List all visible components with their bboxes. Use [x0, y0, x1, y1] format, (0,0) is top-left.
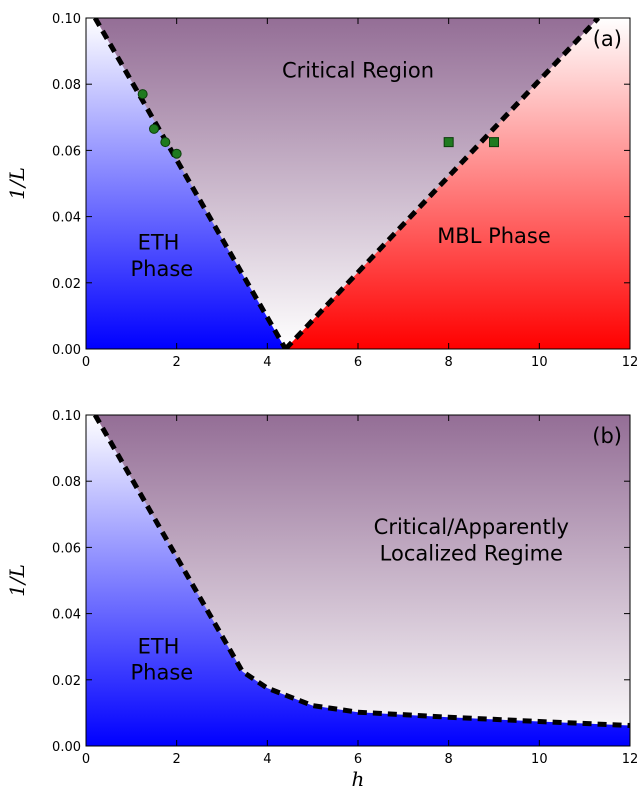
y-tick-label: 0.02 — [52, 277, 81, 292]
y-axis-label: 1/L — [5, 564, 29, 597]
panel-b: Critical/Apparently Localized Regime ETH P… — [5, 409, 638, 791]
region-label-line: Localized Regime — [380, 541, 563, 565]
region-label: Critical Region — [282, 59, 434, 83]
x-tick-label: 12 — [622, 752, 639, 767]
x-tick-label: 0 — [82, 355, 90, 370]
plot-area — [86, 415, 630, 746]
data-marker-circle — [171, 148, 182, 159]
phase-boundary-line — [283, 18, 601, 349]
region-label: Critical/Apparently Localized Regime — [374, 515, 569, 565]
x-tick-label: 8 — [445, 752, 453, 767]
data-marker-circle — [160, 137, 171, 148]
region-label-line: MBL Phase — [437, 224, 551, 248]
x-tick-label: 4 — [263, 355, 271, 370]
panel-tag: (b) — [592, 424, 622, 448]
y-tick-label: 0.00 — [52, 343, 81, 358]
y-tick-label: 0.02 — [52, 674, 81, 689]
x-tick-label: 8 — [445, 355, 453, 370]
x-tick-label: 6 — [354, 355, 362, 370]
data-marker-square — [489, 137, 499, 148]
panel-tag: (a) — [593, 27, 622, 51]
data-marker-circle — [149, 123, 159, 134]
x-tick-label: 4 — [263, 752, 271, 767]
x-axis-label: h — [352, 767, 365, 791]
region-label: MBL Phase — [437, 224, 551, 248]
phase-boundary-line — [92, 415, 630, 728]
region-label: ETH Phase — [124, 231, 193, 281]
x-tick-label: 2 — [173, 355, 181, 370]
x-tick-label: 6 — [354, 752, 362, 767]
plot-area — [86, 18, 630, 349]
x-tick-label: 10 — [531, 355, 548, 370]
y-tick-label: 0.04 — [52, 211, 81, 226]
y-tick-label: 0.00 — [52, 740, 81, 755]
x-tick-label: 0 — [82, 752, 90, 767]
region-label-line: Critical Region — [282, 59, 434, 83]
y-tick-label: 0.04 — [52, 608, 81, 623]
x-tick-label: 10 — [531, 752, 548, 767]
data-marker-square — [443, 137, 454, 148]
y-axis-label: 1/L — [5, 167, 29, 200]
y-tick-label: 0.08 — [52, 475, 81, 490]
region-label-line: Critical/Apparently — [374, 515, 569, 539]
y-tick-label: 0.06 — [52, 144, 81, 159]
panel-a: Critical Region ETH Phase MBL Phase (a) 0 2 4 6… — [5, 12, 638, 370]
x-tick-label: 2 — [173, 752, 181, 767]
phase-boundary-line — [92, 18, 288, 349]
region-label-line: Phase — [124, 661, 193, 685]
y-tick-label: 0.06 — [52, 541, 81, 556]
region-label-line: Phase — [124, 257, 193, 281]
y-tick-label: 0.10 — [52, 12, 81, 27]
x-tick-label: 12 — [622, 355, 639, 370]
data-marker-circle — [137, 89, 148, 100]
eth-phase-fill — [86, 415, 630, 746]
mbl-phase-fill — [285, 18, 630, 349]
region-label-line: ETH — [138, 231, 180, 255]
region-label: ETH Phase — [124, 634, 193, 684]
y-tick-label: 0.10 — [52, 409, 81, 424]
y-tick-label: 0.08 — [52, 78, 81, 93]
region-label-line: ETH — [138, 634, 180, 658]
